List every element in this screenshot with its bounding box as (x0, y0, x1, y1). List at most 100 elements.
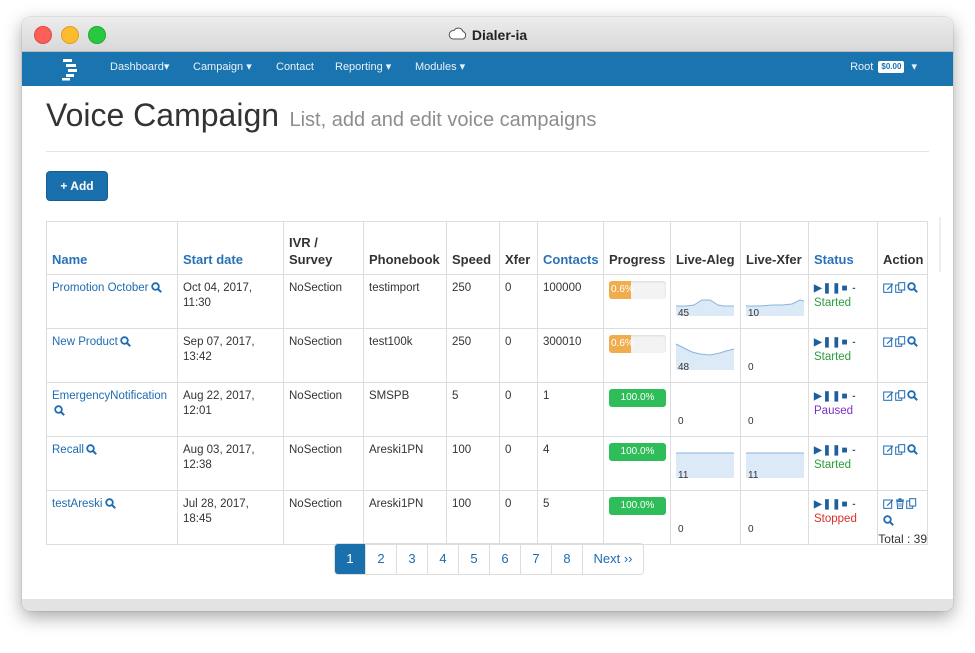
nav-contact[interactable]: Contact (276, 61, 314, 73)
status-text: Stopped (814, 513, 857, 525)
view-icon[interactable] (907, 444, 918, 460)
campaign-name-link[interactable]: EmergencyNotification (52, 390, 168, 402)
live-xfer-cell: 11 (740, 436, 809, 491)
table-body: Promotion October Oct 04, 2017, 11:30 NoSe… (46, 274, 928, 545)
status-text: Started (814, 459, 852, 471)
campaign-name-link[interactable]: testAreski (52, 498, 103, 510)
total-count: Total : 39 (878, 532, 927, 546)
copy-icon[interactable] (906, 498, 917, 514)
copy-icon[interactable] (895, 336, 906, 352)
trash-icon[interactable] (895, 498, 905, 514)
campaign-name-link[interactable]: Promotion October (52, 282, 149, 294)
progress-label: 0.6% (611, 338, 634, 349)
view-icon[interactable] (883, 515, 894, 531)
progress-fill (609, 497, 666, 515)
phonebook-cell: test100k (363, 328, 447, 383)
speed-cell: 250 (446, 274, 500, 329)
col-header-xfer: Xfer (499, 221, 538, 275)
progress-fill (609, 335, 631, 353)
edit-icon[interactable] (883, 336, 894, 352)
copy-icon[interactable] (895, 282, 906, 298)
status-controls[interactable]: ▶❚❚■ - (814, 499, 857, 510)
live-aleg-value: 48 (678, 362, 690, 373)
add-campaign-button[interactable]: + Add (46, 171, 108, 201)
table-row: New Product Sep 07, 2017, 13:42 NoSection t… (46, 328, 928, 383)
status-controls[interactable]: ▶❚❚■ - (814, 283, 857, 294)
col-header-contacts[interactable]: Contacts (537, 221, 604, 275)
xfer-cell: 0 (499, 328, 538, 383)
copy-icon[interactable] (895, 444, 906, 460)
page-4-button[interactable]: 4 (428, 544, 459, 574)
page-3-button[interactable]: 3 (397, 544, 428, 574)
status-controls[interactable]: ▶❚❚■ - (814, 391, 857, 402)
page-5-button[interactable]: 5 (459, 544, 490, 574)
zoom-window-button[interactable] (88, 26, 106, 44)
edit-icon[interactable] (883, 498, 894, 514)
status-controls[interactable]: ▶❚❚■ - (814, 445, 857, 456)
page-header: Voice Campaign List, add and edit voice … (46, 97, 596, 134)
contacts-cell: 1 (537, 382, 604, 437)
next-page-button[interactable]: Next ›› (593, 551, 633, 566)
edit-icon[interactable] (883, 444, 894, 460)
action-cell (877, 490, 928, 545)
minimize-window-button[interactable] (61, 26, 79, 44)
page-2-button[interactable]: 2 (366, 544, 397, 574)
nav-campaign[interactable]: Campaign ▾ (193, 61, 252, 73)
search-icon[interactable] (120, 336, 131, 352)
nav-reporting[interactable]: Reporting ▾ (335, 61, 392, 73)
live-aleg-sparkline (676, 299, 734, 316)
live-aleg-value: 0 (678, 416, 684, 427)
start-date-cell: Jul 28, 2017, 18:45 (177, 490, 284, 545)
view-icon[interactable] (907, 390, 918, 406)
top-navbar: Dashboard▾ Campaign ▾ Contact Reporting … (22, 52, 953, 86)
progress-label: 0.6% (611, 284, 634, 295)
live-xfer-sparkline (746, 299, 805, 316)
col-header-status[interactable]: Status (808, 221, 878, 275)
search-icon[interactable] (86, 444, 97, 460)
contacts-cell: 4 (537, 436, 604, 491)
live-xfer-value: 0 (748, 362, 754, 373)
view-icon[interactable] (907, 282, 918, 298)
live-aleg-cell: 48 (670, 328, 741, 383)
copy-icon[interactable] (895, 390, 906, 406)
balance-badge: $0.00 (878, 61, 905, 74)
xfer-cell: 0 (499, 274, 538, 329)
live-aleg-cell: 45 (670, 274, 741, 329)
nav-modules[interactable]: Modules ▾ (415, 61, 466, 73)
edit-icon[interactable] (883, 390, 894, 406)
scrollbar-track[interactable] (939, 217, 941, 272)
page-7-button[interactable]: 7 (521, 544, 552, 574)
page-1-button[interactable]: 1 (335, 544, 366, 574)
view-icon[interactable] (907, 336, 918, 352)
app-logo-icon[interactable] (60, 57, 80, 86)
phonebook-cell: testimport (363, 274, 447, 329)
page-8-button[interactable]: 8 (552, 544, 583, 574)
campaign-name-link[interactable]: New Product (52, 336, 118, 348)
user-name: Root (850, 61, 874, 73)
contacts-cell: 5 (537, 490, 604, 545)
ivr-cell: NoSection (283, 328, 364, 383)
page-6-button[interactable]: 6 (490, 544, 521, 574)
search-icon[interactable] (104, 498, 116, 514)
nav-dashboard[interactable]: Dashboard▾ (110, 61, 170, 73)
edit-icon[interactable] (883, 282, 894, 298)
nav-user-menu[interactable]: Root $0.00 ▾ (850, 52, 917, 86)
action-cell (877, 328, 928, 383)
xfer-cell: 0 (499, 382, 538, 437)
status-controls[interactable]: ▶❚❚■ - (814, 337, 857, 348)
search-icon[interactable] (150, 282, 162, 298)
start-date-cell: Sep 07, 2017, 13:42 (177, 328, 284, 383)
table-header-row: Name Start date IVR / Survey Phonebook S… (46, 221, 928, 275)
live-xfer-value: 11 (748, 470, 759, 481)
col-header-start-date[interactable]: Start date (177, 221, 284, 275)
close-window-button[interactable] (34, 26, 52, 44)
search-icon[interactable] (54, 405, 65, 421)
col-header-name[interactable]: Name (46, 221, 178, 275)
live-xfer-cell: 0 (740, 490, 809, 545)
campaign-name-link[interactable]: Recall (52, 444, 84, 456)
xfer-cell: 0 (499, 436, 538, 491)
header-divider (46, 151, 929, 152)
action-cell (877, 274, 928, 329)
status-cell: ▶❚❚■ - Started (808, 274, 878, 329)
contacts-cell: 100000 (537, 274, 604, 329)
